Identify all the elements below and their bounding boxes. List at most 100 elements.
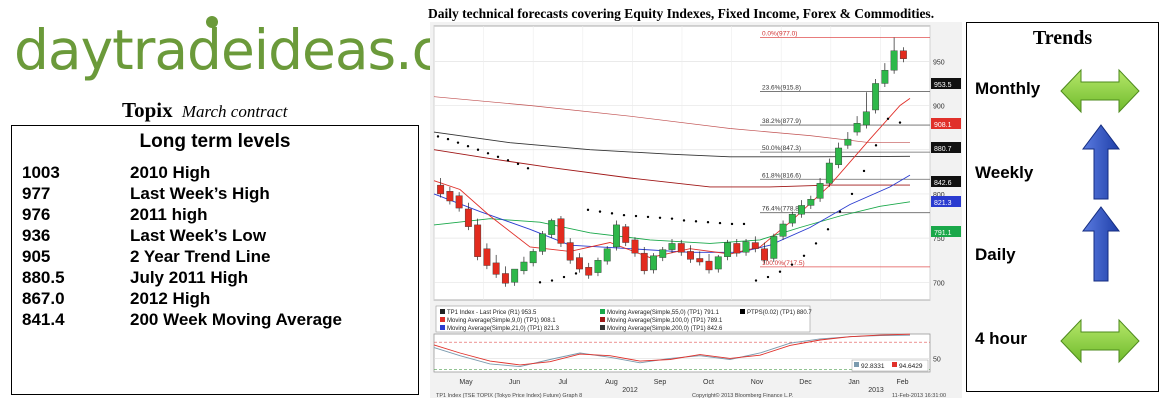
candle — [687, 251, 694, 260]
fib-label: 100.0%(717.5) — [762, 260, 805, 267]
level-value: 1003 — [22, 163, 60, 182]
ma9-line — [433, 98, 911, 259]
candle — [677, 243, 685, 253]
sar-dot — [754, 279, 758, 282]
instrument-name: Topix — [122, 98, 173, 122]
candle — [872, 83, 880, 111]
price-tag-label: 821.3 — [934, 200, 952, 207]
price-tag-label: 842.6 — [934, 180, 952, 187]
fib-label: 61.8%(816.6) — [762, 172, 801, 179]
x-tick-label: Jun — [509, 379, 520, 386]
sar-dot — [790, 263, 794, 266]
level-label: 2012 High — [130, 289, 211, 308]
sar-dot — [862, 169, 866, 173]
level-label: Last Week’s Low — [130, 226, 267, 245]
page-header: Daily technical forecasts covering Equit… — [428, 6, 935, 21]
candle — [825, 162, 833, 184]
candle — [761, 248, 768, 261]
sar-dot — [682, 219, 686, 222]
y-tick-label: 950 — [933, 59, 945, 66]
fib-label: 38.2%(877.9) — [762, 118, 801, 125]
legend-swatch — [600, 309, 605, 314]
sar-dot — [718, 221, 722, 225]
sar-dot — [538, 281, 542, 284]
price-tag-label: 791.1 — [934, 230, 952, 237]
price-tag — [931, 226, 961, 237]
level-value: 977 — [22, 184, 51, 203]
candle — [529, 251, 537, 264]
legend-label: TP1 Index - Last Price (R1) 953.5 — [447, 310, 537, 316]
trends-panel: Trends Monthly Weekly Daily 4 hour — [966, 22, 1159, 392]
sub-tick-label: 50 — [933, 356, 941, 363]
fib-label: 0.0%(977.0) — [762, 30, 797, 37]
sar-dot — [634, 214, 638, 218]
sar-dot — [586, 208, 590, 212]
candle — [881, 69, 889, 84]
price-chart: 7007508008509009500.0%(977.0)23.6%(915.8… — [430, 22, 962, 399]
candle — [742, 241, 750, 253]
y-tick-label: 800 — [933, 192, 945, 199]
x-tick-label: Aug — [605, 379, 618, 386]
chart-svg: 7007508008509009500.0%(977.0)23.6%(915.8… — [430, 22, 962, 399]
oscillator-line-1 — [433, 334, 911, 368]
candle — [437, 184, 445, 195]
levels-title: Long term levels — [139, 131, 291, 152]
level-value: 976 — [22, 205, 51, 224]
candle — [668, 243, 676, 250]
long-term-levels-panel: Long term levels 1003 2010 High 977 Last We… — [11, 125, 419, 395]
legend-swatch — [440, 317, 445, 322]
sar-dot — [874, 144, 878, 147]
sar-dot — [550, 279, 554, 282]
candle — [613, 224, 620, 248]
sar-dot — [526, 167, 530, 170]
level-label: 2011 high — [130, 205, 208, 224]
x-tick-label: May — [459, 379, 473, 386]
legend-swatch — [440, 309, 445, 314]
candle — [538, 233, 546, 252]
sar-dot — [456, 141, 460, 144]
candle — [650, 255, 657, 271]
candle — [844, 138, 852, 146]
price-tag — [931, 176, 961, 187]
legend-box — [435, 305, 811, 333]
sar-dot — [446, 137, 450, 141]
sar-dot — [562, 275, 566, 279]
sub-legend-swatch — [854, 362, 859, 367]
candle — [492, 262, 500, 275]
price-tag — [931, 142, 961, 153]
candle — [899, 50, 907, 59]
price-tag-label: 908.1 — [934, 122, 952, 129]
candle — [696, 258, 704, 263]
ma55-line — [433, 201, 911, 244]
up-arrow-icon — [1081, 205, 1121, 288]
x-tick-label: Sep — [654, 379, 667, 386]
y-tick-label: 900 — [933, 104, 945, 111]
trends-title: Trends — [1032, 27, 1093, 49]
candle — [779, 223, 787, 237]
sar-dot — [730, 222, 734, 226]
y-tick-label: 750 — [933, 236, 945, 243]
x-tick-label: Nov — [751, 379, 764, 386]
oscillator-line-2 — [433, 333, 911, 366]
candle — [798, 205, 806, 215]
candle — [733, 243, 741, 254]
candle — [807, 199, 815, 206]
candle — [751, 242, 759, 249]
level-value: 867.0 — [22, 289, 65, 308]
instrument-contract: March contract — [181, 102, 288, 121]
candle — [576, 257, 583, 270]
logo[interactable]: daytradeideas.com — [14, 12, 527, 90]
x-tick-label: Dec — [799, 379, 812, 386]
sar-dot — [670, 217, 674, 220]
sub-panel-area — [433, 333, 931, 373]
candle — [594, 260, 602, 273]
candle — [622, 226, 630, 243]
chart-footer-copyright: Copyright© 2013 Bloomberg Finance L.P. — [692, 392, 794, 398]
candle — [835, 147, 843, 165]
sar-dot — [658, 216, 662, 219]
ma200-upper-line — [433, 96, 910, 144]
level-label: Last Week’s High — [130, 184, 270, 203]
price-tag-label: 953.5 — [934, 82, 952, 89]
candle — [788, 214, 796, 224]
instrument-title: Topix March contract — [122, 98, 287, 123]
